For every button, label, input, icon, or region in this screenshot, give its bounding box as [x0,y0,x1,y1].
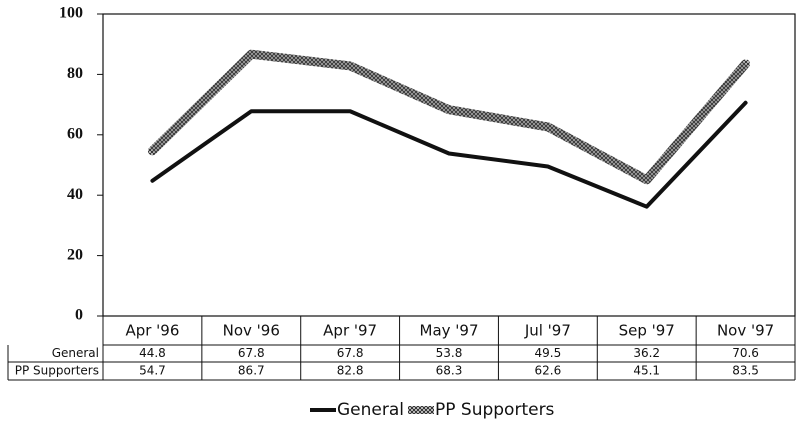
y-tick-label: 20 [67,246,83,263]
y-tick-label: 40 [67,186,83,203]
table-cell: 54.7 [139,364,166,378]
table-cell: 36.2 [633,346,660,360]
table-cell: 83.5 [732,364,759,378]
x-tick-label: Jul '97 [524,322,571,340]
legend-label: General [337,400,404,420]
table-cell: 45.1 [633,364,660,378]
x-tick-label: Nov '97 [717,322,774,340]
y-tick-label: 80 [67,65,83,82]
table-cell: 44.8 [139,346,166,360]
table-cell: 86.7 [238,364,265,378]
y-tick-label: 100 [59,5,83,22]
table-cell: 49.5 [534,346,561,360]
table-cell: 67.8 [238,346,265,360]
table-cell: 62.6 [534,364,561,378]
table-row-label: General [52,346,99,360]
series-line [147,49,751,185]
x-tick-label: Sep '97 [619,322,675,340]
y-tick-label: 0 [75,307,83,324]
plot-frame [102,13,796,317]
table-cell: 67.8 [337,346,364,360]
series-line [150,100,748,209]
x-tick-label: May '97 [420,322,479,340]
table-cell: 53.8 [436,346,463,360]
table-row-label: PP Supporters [15,364,99,378]
y-tick-label: 60 [67,125,83,142]
table-cell: 82.8 [337,364,364,378]
legend-label: PP Supporters [435,400,555,420]
series-line-edge [149,49,749,185]
x-tick-label: Apr '96 [125,322,179,340]
x-tick-label: Nov '96 [223,322,280,340]
table-cell: 70.6 [732,346,759,360]
x-tick-label: Apr '97 [323,322,377,340]
table-cell: 68.3 [436,364,463,378]
